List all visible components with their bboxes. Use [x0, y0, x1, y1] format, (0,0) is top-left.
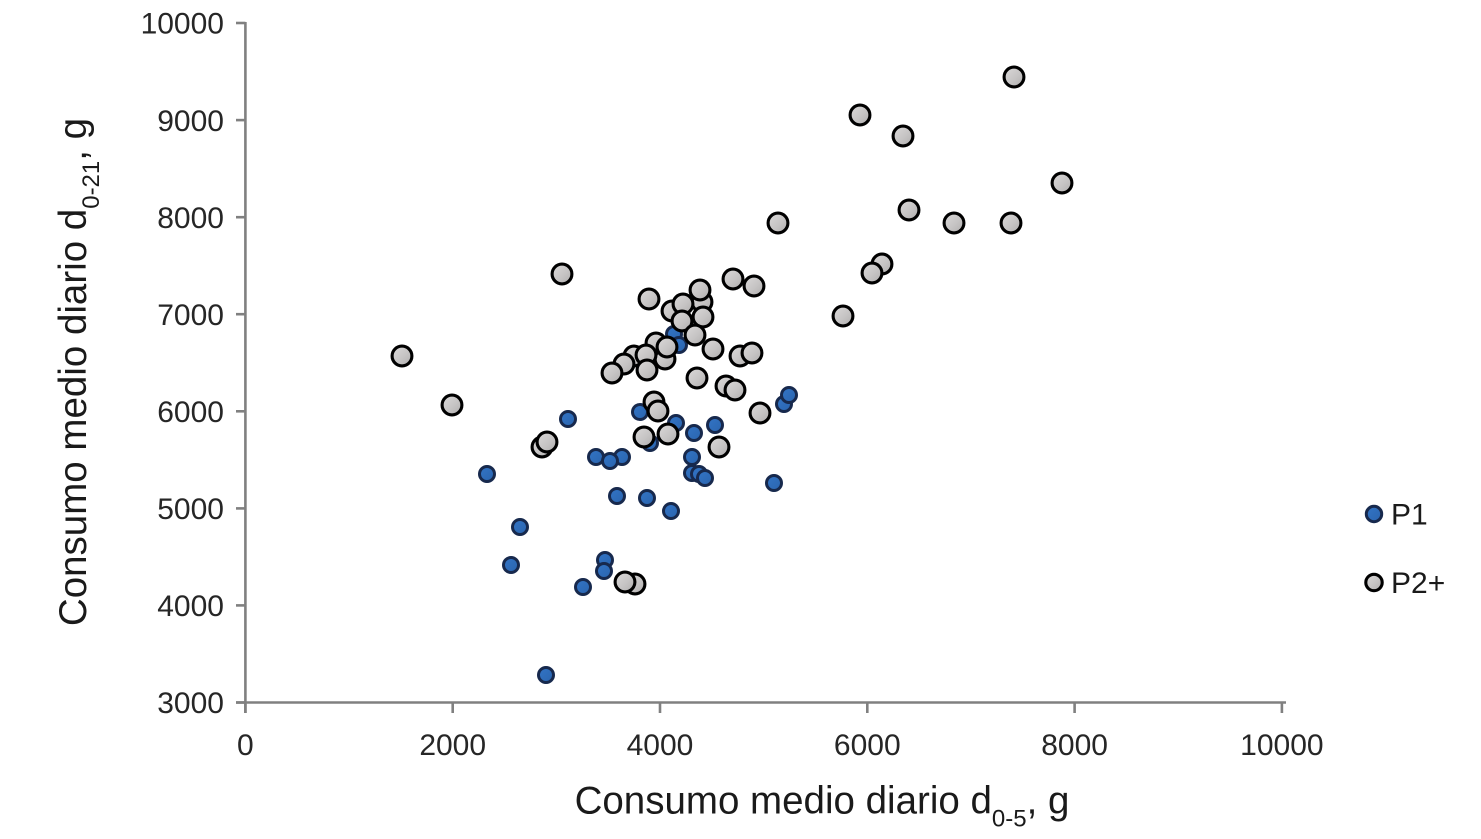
- svg-text:4000: 4000: [157, 590, 224, 623]
- svg-text:7000: 7000: [157, 299, 224, 332]
- svg-text:3000: 3000: [157, 687, 224, 720]
- svg-text:8000: 8000: [1041, 729, 1108, 762]
- svg-text:6000: 6000: [157, 396, 224, 429]
- svg-text:10000: 10000: [1240, 729, 1323, 762]
- svg-text:9000: 9000: [157, 105, 224, 138]
- svg-text:0: 0: [237, 729, 254, 762]
- svg-text:6000: 6000: [834, 729, 901, 762]
- svg-text:2000: 2000: [419, 729, 486, 762]
- svg-text:P1: P1: [1391, 499, 1428, 532]
- svg-text:10000: 10000: [141, 8, 224, 41]
- svg-text:4000: 4000: [627, 729, 694, 762]
- svg-text:8000: 8000: [157, 202, 224, 235]
- svg-text:P2+: P2+: [1391, 567, 1445, 600]
- svg-text:5000: 5000: [157, 493, 224, 526]
